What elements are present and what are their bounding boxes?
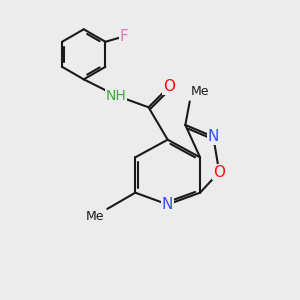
Text: O: O xyxy=(213,165,225,180)
Text: O: O xyxy=(163,79,175,94)
Text: Me: Me xyxy=(191,85,210,98)
Text: N: N xyxy=(162,197,173,212)
Text: NH: NH xyxy=(106,88,127,103)
Text: N: N xyxy=(208,129,219,144)
Text: F: F xyxy=(119,29,128,44)
Text: Me: Me xyxy=(86,210,104,224)
